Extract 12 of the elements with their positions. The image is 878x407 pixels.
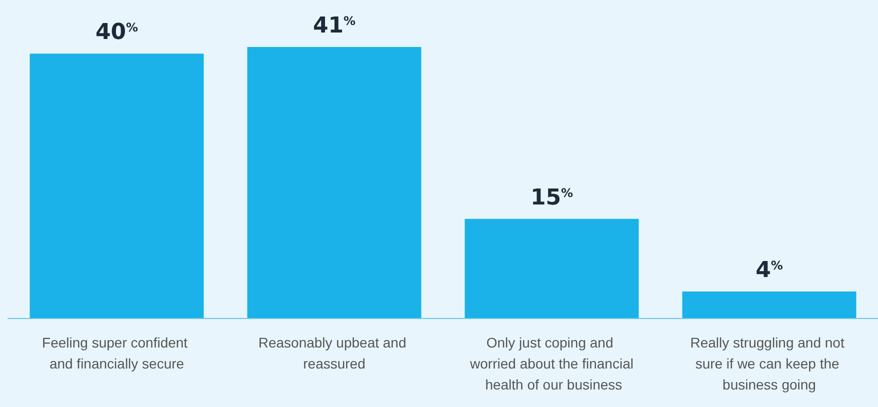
- bar: [30, 54, 204, 318]
- bar: [682, 292, 856, 318]
- bar: [247, 46, 422, 318]
- data-label: 15%: [530, 185, 574, 210]
- data-label: 40%: [95, 20, 138, 46]
- x-tick-label: Only just coping and worried about the financial health of our business: [469, 334, 634, 392]
- bar: [464, 218, 639, 318]
- x-tick-label: Really struggling and not sure if we can keep the business going: [690, 334, 848, 392]
- x-tick-label: Reasonably upbeat and reassured: [258, 334, 410, 372]
- data-label: 4%: [756, 258, 783, 284]
- x-tick-label: Feeling super confident and financially secure: [42, 334, 192, 372]
- data-label: 41%: [312, 13, 356, 38]
